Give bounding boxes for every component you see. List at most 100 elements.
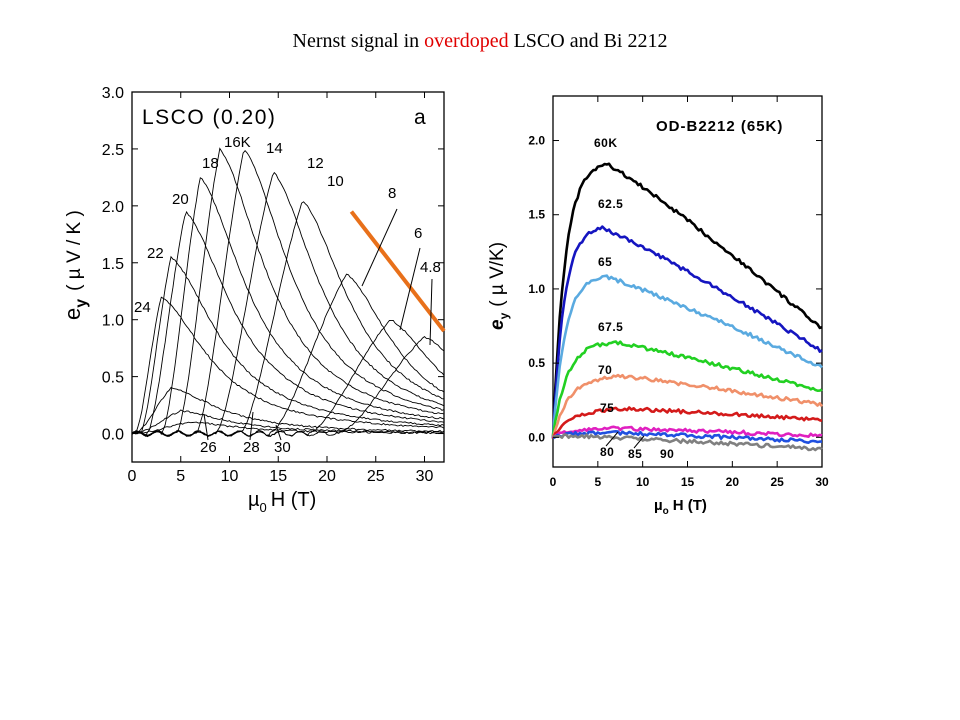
b2212-ylabel-e: e <box>487 319 508 330</box>
lsco-y-tick-label: 1.5 <box>102 256 124 273</box>
lsco-curve-label-14: 14 <box>266 140 283 157</box>
b2212-curve-70 <box>551 373 824 438</box>
b2212-leader-line <box>605 431 619 447</box>
b2212-ylabel-units: ( µ V/K) <box>487 242 508 307</box>
lsco-curve-label-26: 26 <box>200 439 217 456</box>
b2212-x-tick-label: 30 <box>815 475 829 489</box>
lsco-x-tick-label: 5 <box>176 468 185 485</box>
b2212-x-tick-label: 25 <box>770 475 784 489</box>
b2212-curve-label-60K: 60K <box>594 136 618 150</box>
lsco-x-tick-label: 25 <box>367 468 385 485</box>
lsco-curve-18 <box>131 177 445 437</box>
lsco-y-tick-label: 2.5 <box>102 142 124 159</box>
lsco-sample-label: LSCO (0.20) <box>142 106 276 129</box>
slide-title: Nernst signal in overdoped LSCO and Bi 2… <box>0 30 960 53</box>
b2212-curve-90 <box>552 433 823 452</box>
lsco-curve-label-18: 18 <box>202 155 219 172</box>
b2212-curve-65 <box>551 274 823 438</box>
lsco-x-tick-label: 30 <box>416 468 434 485</box>
lsco-x-tick-label: 15 <box>269 468 287 485</box>
lsco-y-tick-label: 0.0 <box>102 427 124 444</box>
lsco-curve-label-24: 24 <box>134 299 151 316</box>
lsco-panel-label: a <box>414 106 426 129</box>
b2212-curve-label-90: 90 <box>660 447 674 461</box>
lsco-y-tick-label: 2.0 <box>102 199 124 216</box>
lsco-y-axis-label: ey ( µ V / K ) <box>60 210 90 320</box>
lsco-leader-line <box>399 247 421 331</box>
lsco-plot-frame <box>131 91 445 463</box>
b2212-xlabel-mu: µ <box>654 497 663 514</box>
lsco-curve-4.8 <box>131 336 445 438</box>
lsco-curve-label-16K: 16K <box>224 134 251 151</box>
lsco-x-axis-label: µ0 H (T) <box>248 489 316 515</box>
b2212-curve-label-85: 85 <box>628 447 642 461</box>
b2212-y-tick-label: 2.0 <box>528 134 545 148</box>
lsco-x-tick-label: 0 <box>128 468 137 485</box>
b2212-curve-85 <box>552 429 823 445</box>
b2212-curve-75 <box>551 406 823 440</box>
b2212-curve-60K <box>551 162 823 439</box>
b2212-leader-line <box>633 435 645 449</box>
b2212-curve-label-67.5: 67.5 <box>598 320 623 334</box>
lsco-ylabel-sub: y <box>73 299 90 308</box>
b2212-curve-label-70: 70 <box>598 363 612 377</box>
b2212-curve-label-62.5: 62.5 <box>598 197 623 211</box>
lsco-xlabel-rest: H (T) <box>271 489 317 511</box>
b2212-x-tick-label: 10 <box>636 475 650 489</box>
b2212-y-tick-label: 0.0 <box>528 430 545 444</box>
b2212-x-axis-label: µo H (T) <box>654 497 707 517</box>
lsco-curve-label-30: 30 <box>274 439 291 456</box>
b2212-chart: 0 5 10 15 20 25 30 0.0 0.5 1.0 1.5 2.0 60K 62.5 65 67.… <box>487 95 829 517</box>
lsco-x-tick-label: 10 <box>221 468 239 485</box>
b2212-y-tick-label: 0.5 <box>528 356 545 370</box>
lsco-curve-30 <box>131 421 445 435</box>
b2212-curve-67.5 <box>551 340 823 437</box>
lsco-leader-line <box>203 413 209 441</box>
b2212-x-tick-label: 20 <box>726 475 740 489</box>
lsco-xlabel-sub: 0 <box>260 500 267 515</box>
b2212-y-tick-label: 1.0 <box>528 282 545 296</box>
lsco-curve-label-20: 20 <box>172 191 189 208</box>
b2212-curve-label-65: 65 <box>598 255 612 269</box>
title-highlight: overdoped <box>424 30 509 52</box>
lsco-leader-line <box>275 424 282 441</box>
lsco-curve-26 <box>131 386 445 435</box>
lsco-highlight-line <box>349 210 446 333</box>
b2212-y-axis-label: ey ( µ V/K) <box>487 242 511 330</box>
lsco-curve-label-28: 28 <box>243 439 260 456</box>
lsco-curve-20 <box>131 210 445 437</box>
lsco-y-tick-label: 0.5 <box>102 370 124 387</box>
lsco-curve-28 <box>131 409 445 435</box>
title-prefix: Nernst signal in <box>292 30 425 52</box>
lsco-y-tick-label: 3.0 <box>102 85 124 102</box>
b2212-x-tick-label: 15 <box>681 475 695 489</box>
lsco-chart: 0 5 10 15 20 25 30 0.0 0.5 1.0 1.5 2.0 2.5 3.0 24 22 20… <box>60 85 446 515</box>
lsco-curve-label-4.8: 4.8 <box>420 259 441 276</box>
lsco-leader-line <box>361 208 398 287</box>
b2212-y-tick-label: 1.5 <box>528 208 545 222</box>
b2212-curve-label-80: 80 <box>600 445 614 459</box>
b2212-xlabel-sub: o <box>663 506 669 517</box>
b2212-ylabel-sub: y <box>497 312 511 319</box>
b2212-x-tick-label: 0 <box>550 475 557 489</box>
lsco-curve-24 <box>131 296 445 435</box>
lsco-xlabel-mu: µ <box>248 489 260 511</box>
lsco-x-tick-label: 20 <box>318 468 336 485</box>
lsco-curve-label-22: 22 <box>147 245 164 262</box>
b2212-panel-label: OD-B2212 (65K) <box>656 118 783 135</box>
lsco-ylabel-e: e <box>60 308 85 320</box>
lsco-curve-label-12: 12 <box>307 155 324 172</box>
lsco-curve-label-10: 10 <box>327 173 344 190</box>
b2212-xlabel-rest: H (T) <box>673 497 707 514</box>
lsco-curve-label-6: 6 <box>414 225 422 242</box>
b2212-x-tick-label: 5 <box>594 475 601 489</box>
lsco-y-tick-label: 1.0 <box>102 313 124 330</box>
b2212-curve-62.5 <box>551 225 823 438</box>
lsco-curve-22 <box>131 255 445 435</box>
b2212-curve-label-75: 75 <box>600 401 614 415</box>
title-suffix: LSCO and Bi 2212 <box>508 30 668 52</box>
lsco-curve-16K <box>131 147 445 437</box>
lsco-leader-line <box>429 278 433 346</box>
lsco-ylabel-units: ( µ V / K ) <box>64 210 85 291</box>
